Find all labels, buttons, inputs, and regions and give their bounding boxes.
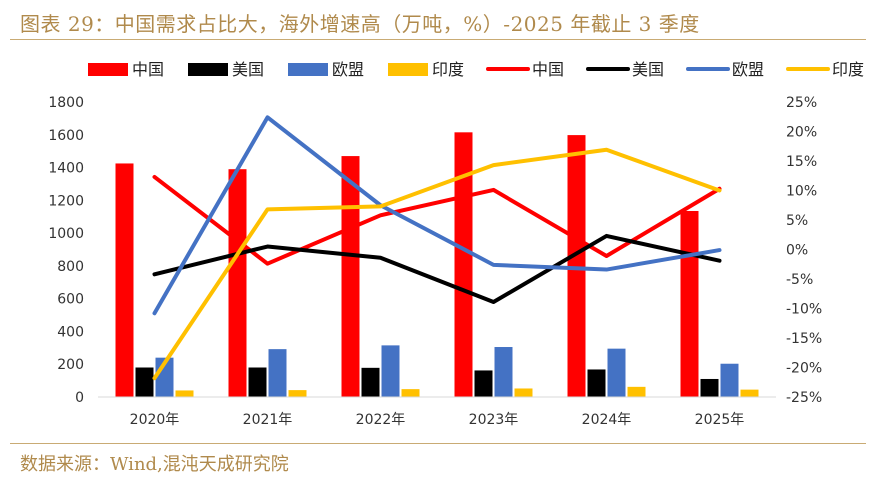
source-rule [10,443,866,444]
left-tick-label: 600 [57,292,84,308]
right-tick-label: 15% [786,154,817,170]
legend-swatch [388,63,428,76]
title-rule [10,39,866,40]
right-tick-label: -25% [786,390,822,406]
left-tick-label: 0 [75,390,84,406]
bar-印度-2022年 [401,389,420,397]
left-tick-label: 200 [57,357,84,373]
legend-label: 欧盟 [332,60,364,79]
figure-title: 图表 29：中国需求占比大，海外增速高（万吨，%）-2025 年截止 3 季度 [20,12,700,36]
right-tick-label: 5% [786,213,808,229]
bar-欧盟-2022年 [381,345,400,397]
legend: 中国 美国 欧盟 印度 中国 美国 欧盟 印度 [88,60,864,79]
line-美国 [152,233,722,305]
right-tick-label: 0% [786,243,808,259]
legend-label: 中国 [532,60,564,79]
legend-swatch [88,63,128,76]
right-tick-label: 20% [786,125,817,141]
x-tick-label: 2021年 [243,412,293,428]
bar-欧盟-2025年 [720,363,739,397]
right-tick-label: -5% [786,272,813,288]
left-axis: 0 200 400 600 800 1000 1200 1400 1600 1800 [48,95,84,406]
legend-swatch [288,63,328,76]
bar-印度-2021年 [288,390,307,397]
bar-中国-2025年 [680,210,699,397]
source-note: 数据来源：Wind,混沌天成研究院 [20,454,289,475]
legend-label: 印度 [832,60,864,79]
legend-label: 美国 [232,60,264,79]
x-axis: 2020年 2021年 2022年 2023年 2024年 2025年 [130,412,745,428]
bar-中国-2020年 [115,163,134,397]
x-tick-label: 2023年 [469,412,519,428]
legend-swatch [188,63,228,76]
line-欧盟 [152,115,722,316]
x-tick-label: 2024年 [582,412,632,428]
x-tick-label: 2022年 [356,412,406,428]
bar-印度-2024年 [627,386,646,397]
right-tick-label: -10% [786,302,822,318]
right-tick-label: 25% [786,95,817,111]
bar-印度-2025年 [740,389,759,397]
bar-中国-2021年 [228,169,247,397]
legend-label: 欧盟 [732,60,764,79]
bar-欧盟-2024年 [607,348,626,397]
right-axis: -25% -20% -15% -10% -5% 0% 5% 10% 15% 20% 25% [786,95,822,406]
bar-美国-2023年 [474,370,493,397]
bar-美国-2021年 [248,367,267,397]
line-series [152,115,722,381]
legend-label: 印度 [432,60,464,79]
right-tick-label: -15% [786,331,822,347]
left-tick-label: 1600 [48,128,84,144]
bar-印度-2023年 [514,388,533,397]
bar-美国-2022年 [361,367,380,397]
bar-中国-2022年 [341,156,360,397]
bar-欧盟-2021年 [268,349,287,397]
left-tick-label: 1200 [48,193,84,209]
x-tick-label: 2025年 [695,412,745,428]
right-tick-label: 10% [786,184,817,200]
legend-label: 美国 [632,60,664,79]
legend-label: 中国 [132,60,164,79]
bar-欧盟-2023年 [494,347,513,397]
bar-中国-2024年 [567,135,586,397]
bar-series [115,132,759,397]
bar-美国-2020年 [135,367,154,397]
left-tick-label: 1000 [48,226,84,242]
left-tick-label: 1800 [48,95,84,111]
bar-美国-2025年 [700,378,719,397]
line-印度 [152,147,722,381]
bar-美国-2024年 [587,369,606,397]
bar-印度-2020年 [175,390,194,397]
x-tick-label: 2020年 [130,412,180,428]
left-tick-label: 400 [57,324,84,340]
left-tick-label: 1400 [48,161,84,177]
left-tick-label: 800 [57,259,84,275]
right-tick-label: -20% [786,361,822,377]
